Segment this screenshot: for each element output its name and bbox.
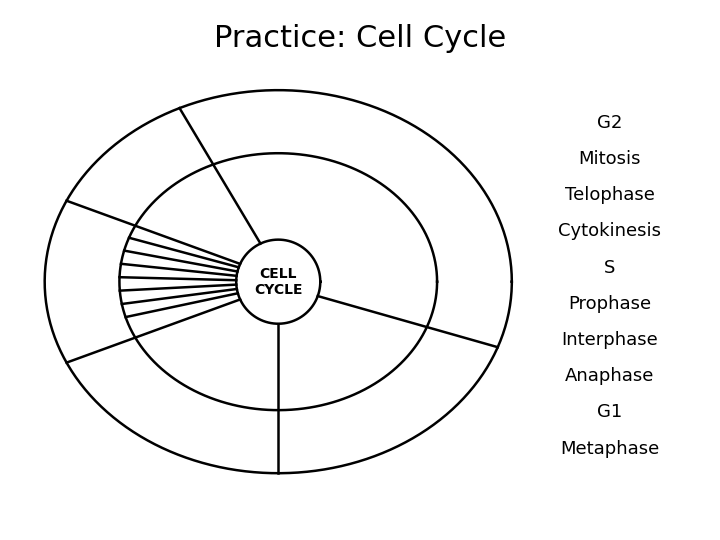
- Text: G2: G2: [597, 114, 623, 132]
- Text: G1: G1: [598, 403, 623, 422]
- Text: Cytokinesis: Cytokinesis: [559, 222, 662, 240]
- Text: Interphase: Interphase: [562, 331, 658, 349]
- Text: CELL
CYCLE: CELL CYCLE: [254, 267, 302, 297]
- Text: Mitosis: Mitosis: [579, 150, 642, 168]
- Text: Prophase: Prophase: [568, 295, 652, 313]
- Text: S: S: [604, 259, 616, 276]
- Text: Practice: Cell Cycle: Practice: Cell Cycle: [214, 24, 506, 53]
- Text: Anaphase: Anaphase: [565, 367, 654, 385]
- Text: Metaphase: Metaphase: [560, 440, 660, 458]
- Text: Telophase: Telophase: [565, 186, 655, 204]
